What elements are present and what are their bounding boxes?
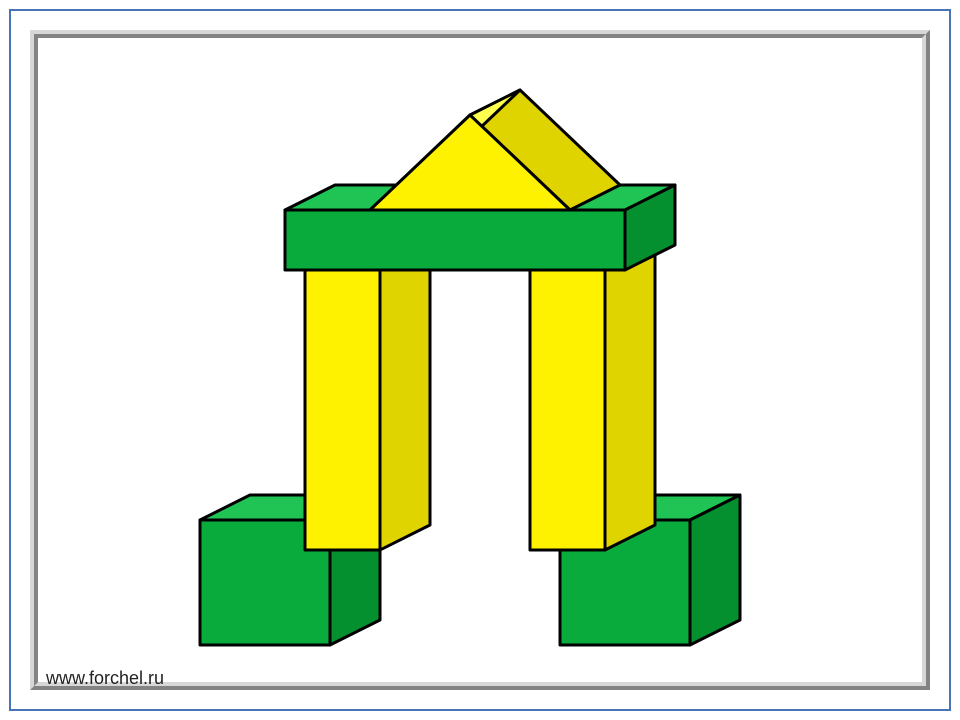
source-caption: www.forchel.ru (46, 668, 164, 689)
blocks-svg (0, 0, 960, 720)
